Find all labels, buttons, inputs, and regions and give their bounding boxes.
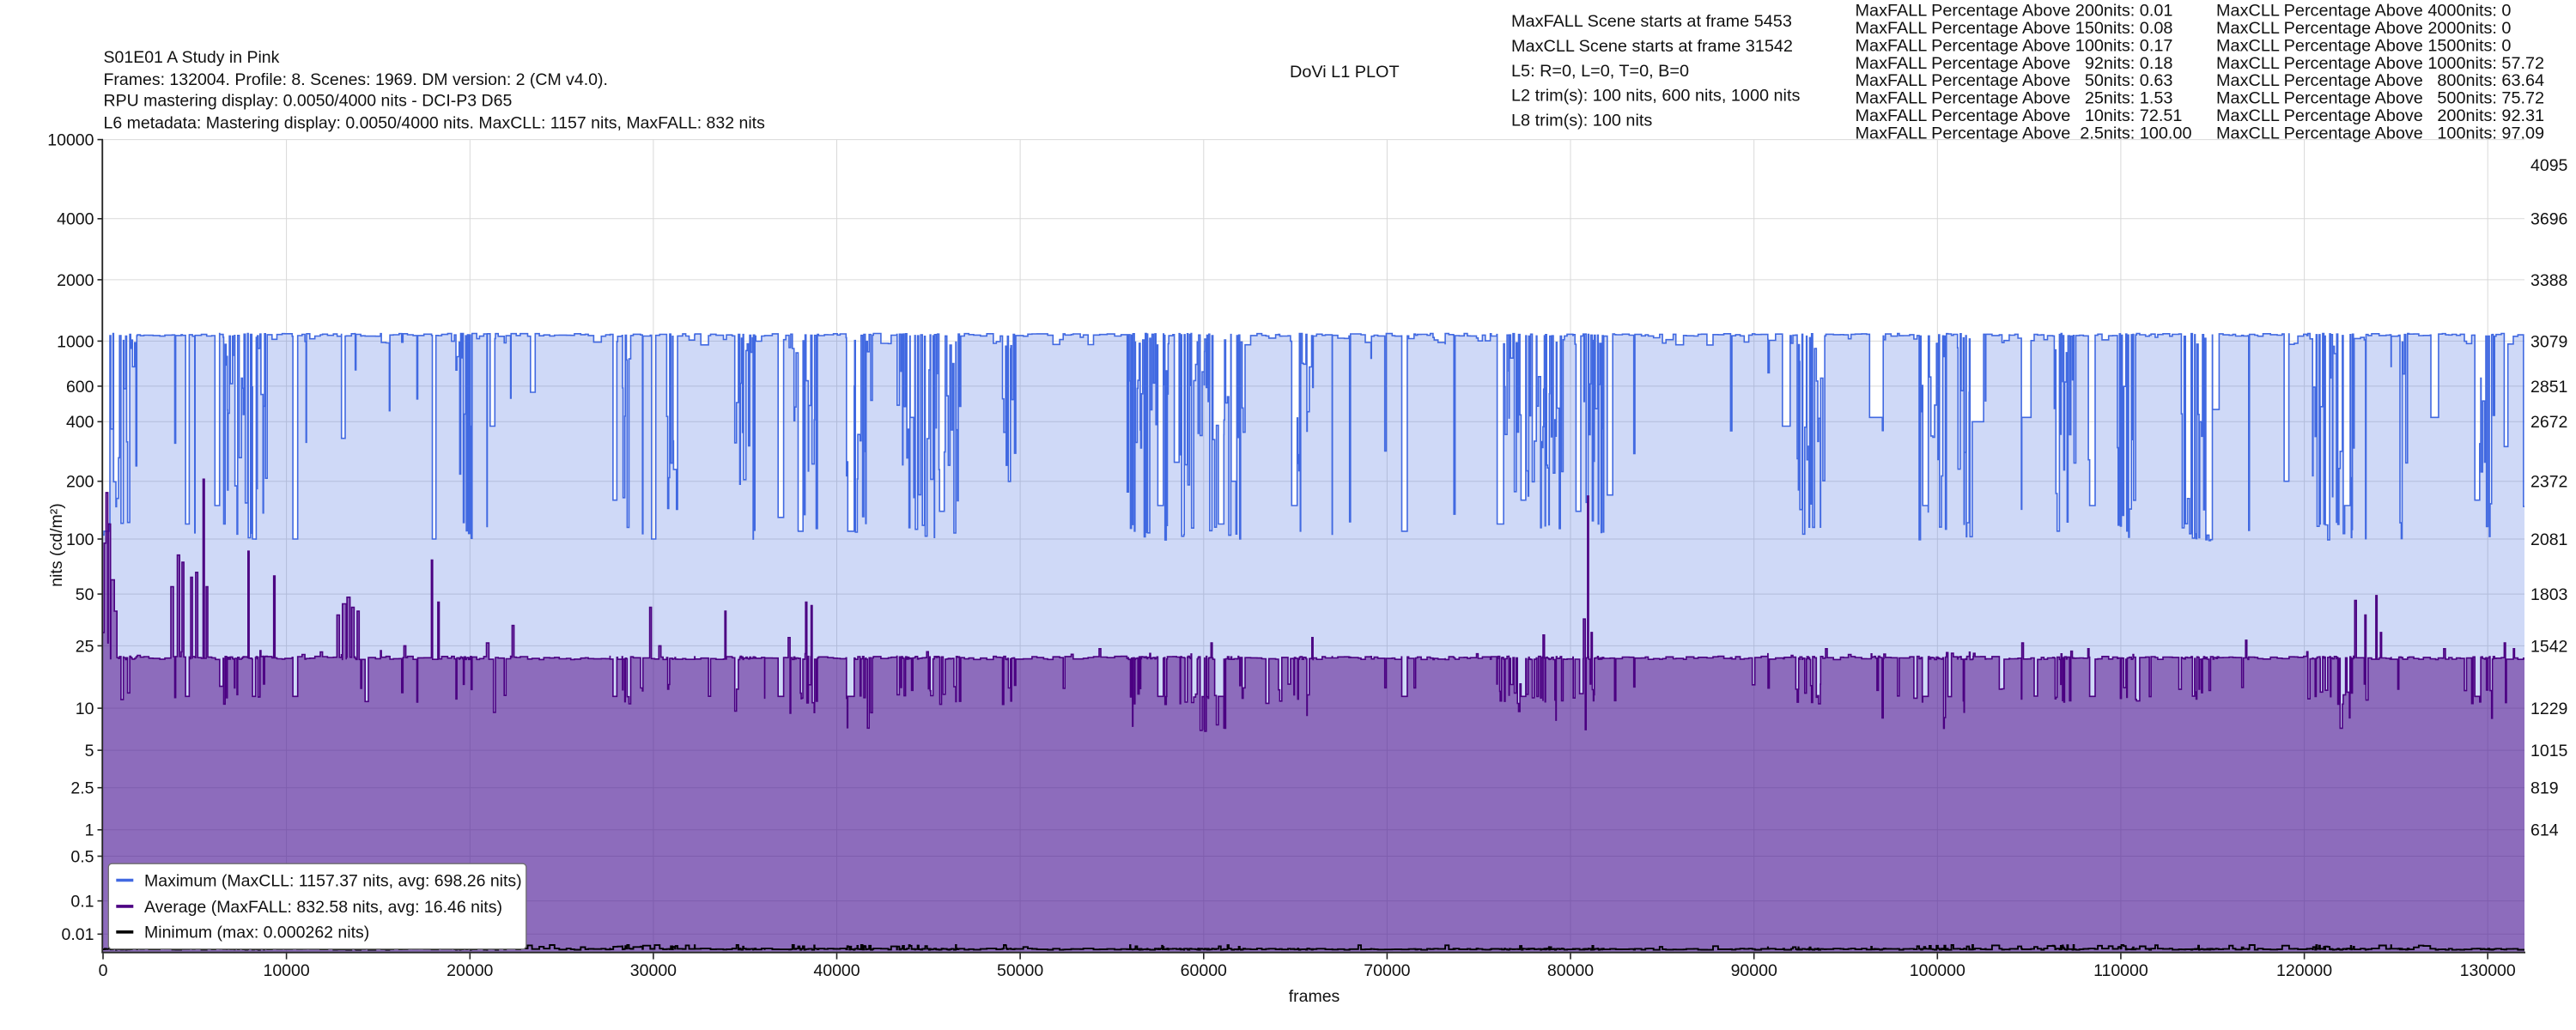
svg-text:2000: 2000 bbox=[57, 271, 94, 290]
svg-text:L6 metadata: Mastering display: L6 metadata: Mastering display: 0.0050/4… bbox=[104, 113, 766, 132]
svg-text:110000: 110000 bbox=[2093, 961, 2148, 980]
svg-text:10: 10 bbox=[76, 700, 94, 718]
svg-text:400: 400 bbox=[66, 413, 94, 432]
svg-text:10000: 10000 bbox=[47, 131, 94, 150]
svg-text:Minimum (max: 0.000262 nits): Minimum (max: 0.000262 nits) bbox=[144, 924, 369, 942]
svg-text:3696: 3696 bbox=[2530, 210, 2567, 229]
svg-text:90000: 90000 bbox=[1731, 961, 1777, 980]
svg-text:0.01: 0.01 bbox=[62, 925, 94, 944]
svg-text:600: 600 bbox=[66, 378, 94, 397]
svg-text:MaxCLL Percentage Above 100n: MaxCLL Percentage Above 100nits: 97.09 bbox=[2216, 124, 2544, 142]
svg-text:MaxFALL Percentage Above 50n: MaxFALL Percentage Above 50nits: 0.63 bbox=[1856, 71, 2173, 90]
svg-text:2081: 2081 bbox=[2530, 530, 2567, 549]
svg-text:0: 0 bbox=[99, 961, 108, 980]
svg-text:100000: 100000 bbox=[1910, 961, 1965, 980]
svg-text:819: 819 bbox=[2530, 779, 2559, 798]
svg-text:MaxFALL Percentage Above 10n: MaxFALL Percentage Above 10nits: 72.51 bbox=[1856, 106, 2183, 125]
svg-text:MaxFALL Percentage Above 25n: MaxFALL Percentage Above 25nits: 1.53 bbox=[1856, 89, 2173, 108]
svg-text:80000: 80000 bbox=[1547, 961, 1594, 980]
svg-text:MaxCLL Percentage Above 1500ni: MaxCLL Percentage Above 1500nits: 0 bbox=[2216, 36, 2511, 55]
svg-text:Maximum (MaxCLL: 1157.37 nits,: Maximum (MaxCLL: 1157.37 nits, avg: 698.… bbox=[144, 871, 522, 890]
svg-text:MaxFALL Percentage Above 150ni: MaxFALL Percentage Above 150nits: 0.08 bbox=[1856, 19, 2173, 38]
svg-text:MaxCLL Percentage Above 4000ni: MaxCLL Percentage Above 4000nits: 0 bbox=[2216, 2, 2511, 21]
svg-text:RPU mastering display: 0.0050/: RPU mastering display: 0.0050/4000 nits … bbox=[104, 92, 513, 111]
svg-text:L5: R=0, L=0, T=0, B=0: L5: R=0, L=0, T=0, B=0 bbox=[1511, 62, 1689, 81]
svg-text:200: 200 bbox=[66, 473, 94, 492]
svg-text:130000: 130000 bbox=[2460, 961, 2516, 980]
svg-text:10000: 10000 bbox=[263, 961, 309, 980]
svg-text:1803: 1803 bbox=[2530, 585, 2567, 604]
svg-text:120000: 120000 bbox=[2276, 961, 2332, 980]
svg-text:60000: 60000 bbox=[1181, 961, 1227, 980]
svg-text:MaxFALL Percentage Above 100ni: MaxFALL Percentage Above 100nits: 0.17 bbox=[1856, 36, 2173, 55]
svg-text:30000: 30000 bbox=[630, 961, 677, 980]
svg-text:2372: 2372 bbox=[2530, 473, 2567, 492]
svg-text:50000: 50000 bbox=[997, 961, 1043, 980]
svg-text:MaxFALL Scene starts at frame: MaxFALL Scene starts at frame 5453 bbox=[1511, 12, 1792, 31]
svg-text:0.5: 0.5 bbox=[70, 847, 94, 866]
svg-text:1542: 1542 bbox=[2530, 637, 2567, 656]
svg-text:1015: 1015 bbox=[2530, 742, 2568, 760]
svg-text:20000: 20000 bbox=[447, 961, 493, 980]
svg-text:MaxCLL Percentage Above 2000ni: MaxCLL Percentage Above 2000nits: 0 bbox=[2216, 19, 2511, 38]
svg-text:L8 trim(s): 100 nits: L8 trim(s): 100 nits bbox=[1511, 112, 1652, 130]
svg-text:2851: 2851 bbox=[2530, 378, 2567, 397]
svg-text:2.5: 2.5 bbox=[70, 779, 94, 798]
svg-text:MaxFALL Percentage Above 2.5n: MaxFALL Percentage Above 2.5nits: 100.00 bbox=[1856, 124, 2192, 142]
svg-text:2672: 2672 bbox=[2530, 413, 2567, 432]
svg-text:nits (cd/m²): nits (cd/m²) bbox=[47, 503, 66, 587]
svg-text:MaxCLL Percentage Above 500n: MaxCLL Percentage Above 500nits: 75.72 bbox=[2216, 89, 2544, 108]
svg-text:S01E01 A Study in Pink: S01E01 A Study in Pink bbox=[104, 48, 280, 67]
svg-text:5: 5 bbox=[85, 742, 94, 760]
svg-text:frames: frames bbox=[1289, 987, 1340, 1006]
svg-text:3079: 3079 bbox=[2530, 332, 2567, 351]
svg-text:4000: 4000 bbox=[57, 210, 94, 229]
svg-text:L2 trim(s): 100 nits, 600 nits: L2 trim(s): 100 nits, 600 nits, 1000 nit… bbox=[1511, 87, 1800, 106]
svg-text:MaxFALL Percentage Above 92n: MaxFALL Percentage Above 92nits: 0.18 bbox=[1856, 54, 2173, 73]
svg-text:MaxCLL Percentage Above 800n: MaxCLL Percentage Above 800nits: 63.64 bbox=[2216, 71, 2544, 90]
svg-text:50: 50 bbox=[76, 585, 94, 604]
svg-text:25: 25 bbox=[76, 637, 94, 656]
svg-text:40000: 40000 bbox=[813, 961, 860, 980]
svg-text:1229: 1229 bbox=[2530, 700, 2567, 718]
svg-text:0.1: 0.1 bbox=[70, 893, 94, 912]
svg-text:Frames: 132004. Profile: 8. Sc: Frames: 132004. Profile: 8. Scenes: 1969… bbox=[104, 70, 608, 89]
svg-text:Average (MaxFALL: 832.58 nits,: Average (MaxFALL: 832.58 nits, avg: 16.4… bbox=[144, 898, 502, 917]
svg-text:614: 614 bbox=[2530, 821, 2559, 840]
svg-text:DoVi L1 PLOT: DoVi L1 PLOT bbox=[1290, 63, 1400, 82]
svg-text:MaxCLL Percentage Above 1000ni: MaxCLL Percentage Above 1000nits: 57.72 bbox=[2216, 54, 2544, 73]
svg-text:MaxFALL Percentage Above 200ni: MaxFALL Percentage Above 200nits: 0.01 bbox=[1856, 2, 2173, 21]
svg-text:70000: 70000 bbox=[1364, 961, 1410, 980]
svg-text:1: 1 bbox=[85, 821, 94, 840]
svg-text:100: 100 bbox=[66, 530, 94, 549]
svg-text:3388: 3388 bbox=[2530, 271, 2567, 290]
svg-text:1000: 1000 bbox=[57, 332, 94, 351]
svg-text:4095: 4095 bbox=[2530, 156, 2568, 175]
svg-text:MaxCLL Percentage Above 200n: MaxCLL Percentage Above 200nits: 92.31 bbox=[2216, 106, 2544, 125]
svg-text:MaxCLL Scene starts at frame 3: MaxCLL Scene starts at frame 31542 bbox=[1511, 37, 1793, 56]
